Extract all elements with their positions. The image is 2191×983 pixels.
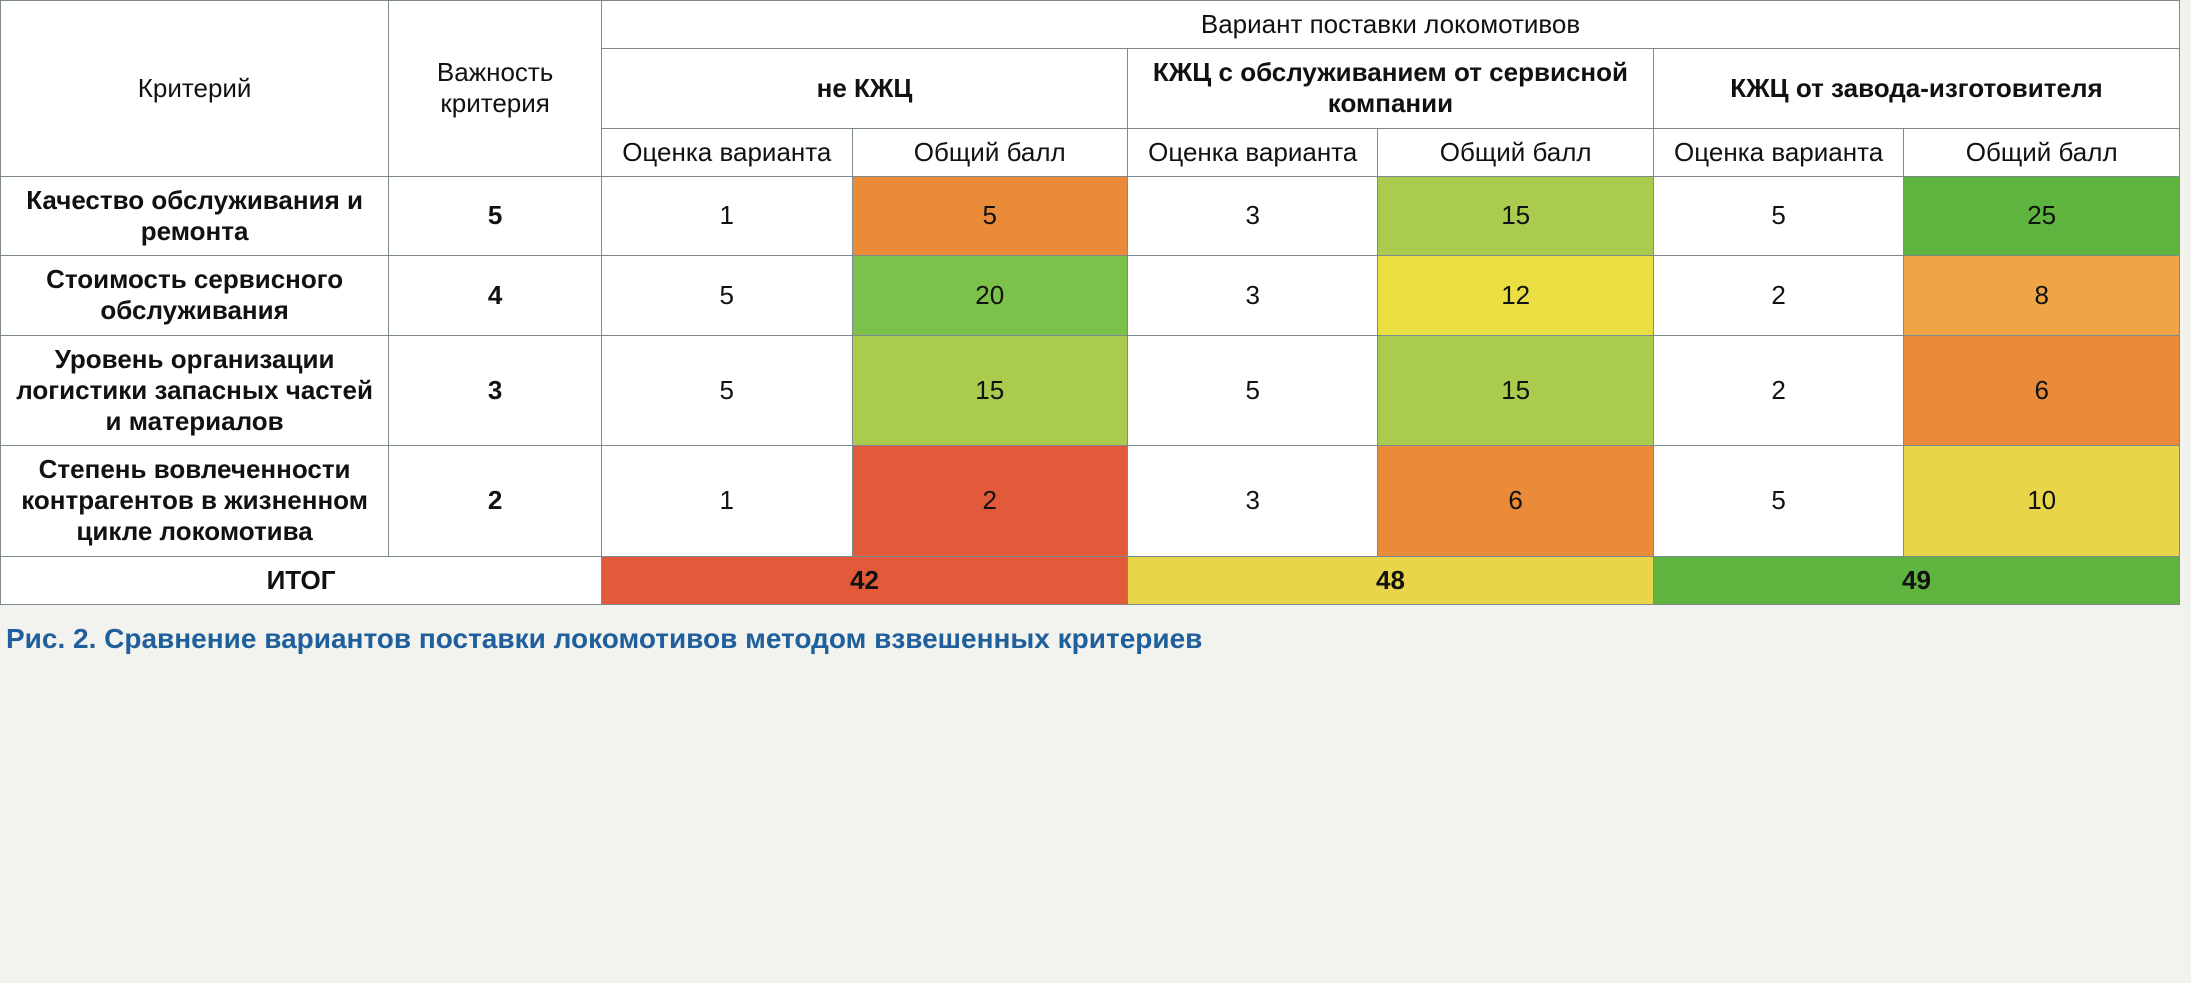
- table-row: Стоимость сервисного обслуживания 4 5 20…: [1, 256, 2180, 335]
- total-cell: 15: [1378, 335, 1653, 446]
- total-cell: 20: [852, 256, 1127, 335]
- score-cell: 5: [1653, 176, 1903, 255]
- header-variants-group: Вариант поставки локомотивов: [602, 1, 2180, 49]
- criterion-cell: Качество обслуживания и ремонта: [1, 176, 389, 255]
- header-score-0: Оценка варианта: [602, 128, 852, 176]
- criterion-cell: Уровень организации логистики запасных ч…: [1, 335, 389, 446]
- score-cell: 2: [1653, 335, 1903, 446]
- total-cell: 12: [1378, 256, 1653, 335]
- score-cell: 3: [1127, 446, 1377, 557]
- weight-cell: 2: [389, 446, 602, 557]
- weight-cell: 5: [389, 176, 602, 255]
- total-cell: 25: [1904, 176, 2180, 255]
- totals-label: ИТОГ: [1, 556, 602, 604]
- score-cell: 3: [1127, 256, 1377, 335]
- table-row: Степень вовлеченности контрагентов в жиз…: [1, 446, 2180, 557]
- score-cell: 5: [602, 335, 852, 446]
- totals-value-2: 49: [1653, 556, 2179, 604]
- weighted-criteria-table: Критерий Важность критерия Вариант поста…: [0, 0, 2180, 605]
- criterion-cell: Стоимость сервисного обслуживания: [1, 256, 389, 335]
- score-cell: 2: [1653, 256, 1903, 335]
- table-row: Уровень организации логистики запасных ч…: [1, 335, 2180, 446]
- header-variant-0: не КЖЦ: [602, 49, 1128, 128]
- header-weight: Важность критерия: [389, 1, 602, 177]
- total-cell: 5: [852, 176, 1127, 255]
- header-total-1: Общий балл: [1378, 128, 1653, 176]
- header-total-2: Общий балл: [1904, 128, 2180, 176]
- score-cell: 1: [602, 176, 852, 255]
- score-cell: 3: [1127, 176, 1377, 255]
- totals-value-0: 42: [602, 556, 1128, 604]
- header-variant-2: КЖЦ от завода-изготовителя: [1653, 49, 2179, 128]
- table-row: Качество обслуживания и ремонта 5 1 5 3 …: [1, 176, 2180, 255]
- criterion-cell: Степень вовлеченности контрагентов в жиз…: [1, 446, 389, 557]
- score-cell: 1: [602, 446, 852, 557]
- score-cell: 5: [1127, 335, 1377, 446]
- total-cell: 15: [852, 335, 1127, 446]
- total-cell: 6: [1904, 335, 2180, 446]
- weight-cell: 4: [389, 256, 602, 335]
- weight-cell: 3: [389, 335, 602, 446]
- header-score-1: Оценка варианта: [1127, 128, 1377, 176]
- total-cell: 6: [1378, 446, 1653, 557]
- header-criterion: Критерий: [1, 1, 389, 177]
- score-cell: 5: [602, 256, 852, 335]
- header-score-2: Оценка варианта: [1653, 128, 1903, 176]
- totals-value-1: 48: [1127, 556, 1653, 604]
- header-total-0: Общий балл: [852, 128, 1127, 176]
- score-cell: 5: [1653, 446, 1903, 557]
- total-cell: 2: [852, 446, 1127, 557]
- total-cell: 8: [1904, 256, 2180, 335]
- header-variant-1: КЖЦ с обслуживанием от сервисной компани…: [1127, 49, 1653, 128]
- totals-row: ИТОГ 42 48 49: [1, 556, 2180, 604]
- figure-caption: Рис. 2. Сравнение вариантов поставки лок…: [0, 623, 2191, 655]
- total-cell: 15: [1378, 176, 1653, 255]
- total-cell: 10: [1904, 446, 2180, 557]
